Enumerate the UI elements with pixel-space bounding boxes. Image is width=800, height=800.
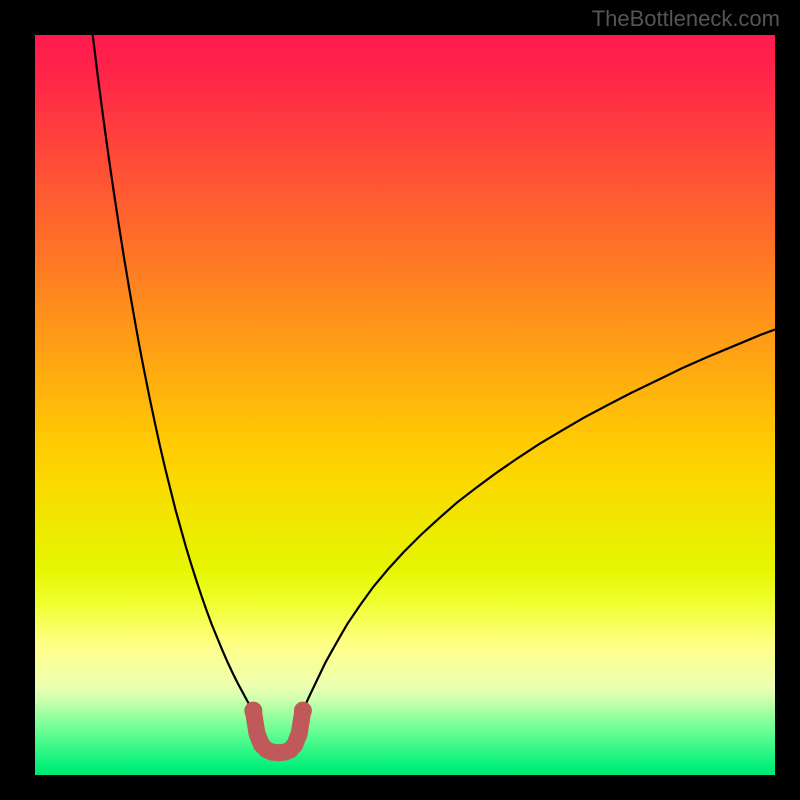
- plot-area: [35, 35, 775, 775]
- valley-dot-right: [294, 702, 312, 720]
- watermark-text: TheBottleneck.com: [592, 6, 780, 32]
- valley-dot-left: [244, 702, 262, 720]
- curve-right: [303, 330, 775, 711]
- chart-stage: TheBottleneck.com: [0, 0, 800, 800]
- curve-left: [93, 35, 254, 711]
- curve-layer: [35, 35, 775, 775]
- valley-curve: [253, 711, 303, 753]
